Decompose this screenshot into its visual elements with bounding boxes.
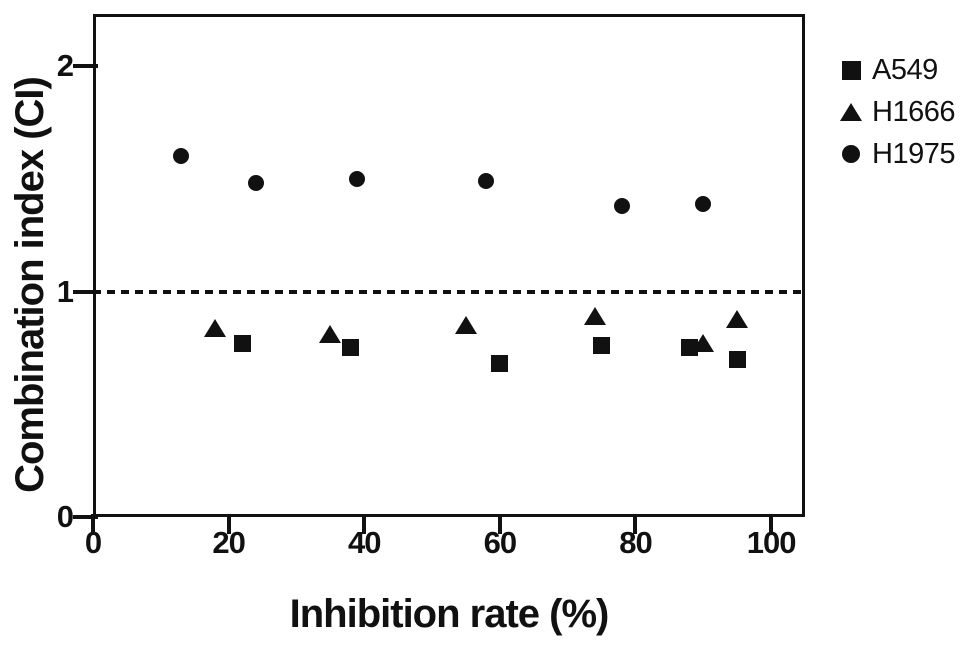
y-tick-label: 0 <box>56 499 74 534</box>
data-point-h1666 <box>726 309 749 328</box>
legend-label: H1975 <box>872 137 955 170</box>
y-tick-label: 1 <box>56 273 74 309</box>
x-tick <box>226 514 231 534</box>
x-tick <box>91 514 95 534</box>
x-axis-label: Inhibition rate (%) <box>289 592 610 636</box>
data-point-h1666 <box>454 316 477 335</box>
x-tick <box>362 514 367 534</box>
y-tick <box>73 64 98 69</box>
x-tick-label: 40 <box>347 525 381 560</box>
data-point-h1666 <box>583 307 606 326</box>
data-point-a549 <box>491 355 509 373</box>
square-icon <box>841 60 861 80</box>
legend-item-h1975: H1975 <box>833 133 955 175</box>
data-point-h1975 <box>349 170 366 187</box>
data-point-h1666 <box>692 334 715 353</box>
data-point-h1975 <box>478 173 495 190</box>
legend-item-a549: A549 <box>833 49 955 91</box>
x-tick-label: 20 <box>212 525 245 560</box>
plot-area: 0 1 2 0 20 40 60 80 100 <box>57 14 805 560</box>
legend-label: H1666 <box>872 95 955 128</box>
y-tick-label: 2 <box>56 48 74 84</box>
data-point-a549 <box>728 350 746 368</box>
x-tick-label: 100 <box>746 525 797 560</box>
x-tick-label: 0 <box>84 525 102 560</box>
data-point-h1975 <box>173 148 190 165</box>
data-point-h1666 <box>319 325 342 344</box>
legend: A549 H1666 H1975 <box>833 49 955 175</box>
x-tick-label: 60 <box>483 525 517 560</box>
reference-line <box>93 289 805 294</box>
legend-label: A549 <box>872 53 938 86</box>
x-tick <box>769 514 774 534</box>
data-point-h1666 <box>204 318 227 337</box>
triangle-marker-icon <box>833 103 869 121</box>
data-point-h1975 <box>247 175 264 192</box>
circle-icon <box>842 145 860 163</box>
triangle-icon <box>840 103 862 121</box>
data-point-a549 <box>342 339 360 357</box>
data-point-h1975 <box>695 195 712 212</box>
data-point-a549 <box>593 337 611 355</box>
legend-item-h1666: H1666 <box>833 91 955 133</box>
y-tick <box>73 289 98 294</box>
circle-marker-icon <box>833 145 869 163</box>
square-marker-icon <box>833 60 869 80</box>
y-tick <box>73 515 98 519</box>
x-tick <box>633 514 638 534</box>
data-point-h1975 <box>613 198 630 214</box>
data-point-a549 <box>233 334 251 352</box>
x-tick <box>497 514 502 534</box>
x-tick-label: 80 <box>619 525 652 560</box>
